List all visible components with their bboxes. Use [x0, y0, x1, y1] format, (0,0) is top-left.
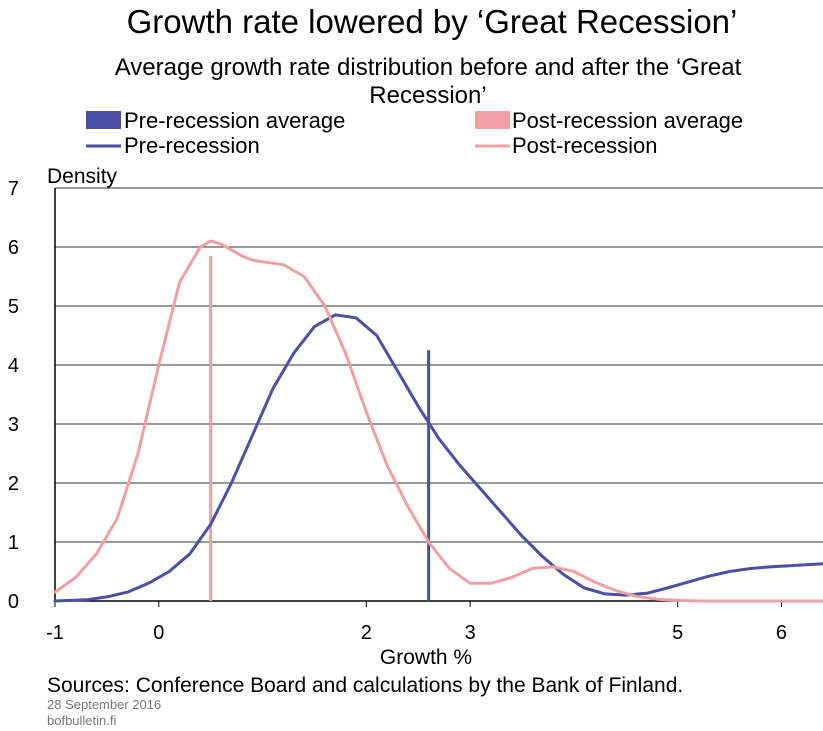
- chart-subtitle-line2: Recession’: [369, 82, 486, 109]
- x-tick-label: 5: [672, 622, 683, 644]
- chart-subtitle-line1: Average growth rate distribution before …: [115, 54, 742, 81]
- y-tick-label: 3: [8, 414, 19, 436]
- average-lines: [209, 255, 431, 601]
- sources-note: Sources: Conference Board and calculatio…: [47, 674, 683, 697]
- y-tick-label: 5: [8, 296, 19, 318]
- legend-label-pre-line: Pre-recession: [124, 133, 260, 158]
- x-tick-label: 0: [153, 622, 164, 644]
- x-axis-label: Growth %: [380, 646, 472, 669]
- site-name: bofbulletin.fi: [47, 713, 116, 728]
- x-tick-label: 2: [361, 622, 372, 644]
- y-tick-label: 6: [8, 237, 19, 259]
- y-tick-label: 4: [8, 355, 19, 377]
- y-axis-label: Density: [47, 165, 118, 188]
- legend-label-pre-average: Pre-recession average: [124, 108, 345, 133]
- post-recession-line: [53, 239, 823, 603]
- y-tick-label: 2: [8, 473, 19, 495]
- y-tick-label: 7: [8, 178, 19, 200]
- gridlines: [54, 187, 823, 602]
- legend-swatch-pre-average: [86, 111, 121, 129]
- publication-date: 28 September 2016: [47, 697, 161, 712]
- x-tick-label: -1: [46, 622, 64, 644]
- legend-swatch-post-average: [475, 111, 510, 129]
- y-ticks: 0 1 2 3 4 5 6 7: [8, 178, 19, 613]
- legend-label-post-average: Post-recession average: [512, 108, 743, 133]
- chart-title: Growth rate lowered by ‘Great Recession’: [127, 3, 738, 40]
- y-tick-label: 1: [8, 532, 19, 554]
- legend-label-post-line: Post-recession: [512, 133, 658, 158]
- pre-recession-line: [53, 313, 823, 603]
- y-tick-label: 0: [8, 591, 19, 613]
- series-lines: [53, 239, 823, 603]
- x-tick-label: 3: [465, 622, 476, 644]
- x-ticks: -1 0 2 3 5 6: [46, 601, 787, 644]
- x-tick-label: 6: [776, 622, 787, 644]
- legend: Pre-recession average Post-recession ave…: [86, 108, 743, 158]
